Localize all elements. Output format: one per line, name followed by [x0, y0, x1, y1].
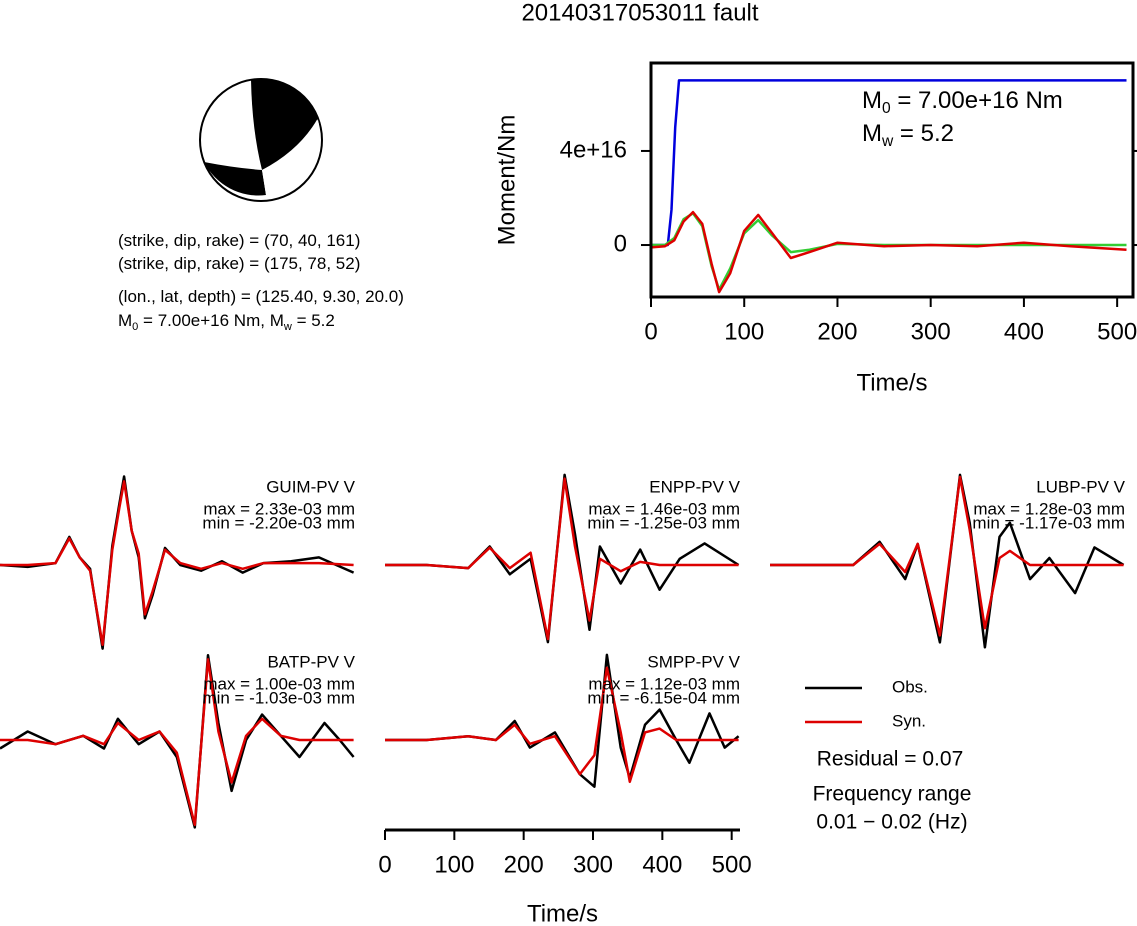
x-axis-label: Time/s [856, 369, 927, 396]
synthetic-trace [0, 480, 354, 647]
line-series [651, 212, 1127, 291]
station-label: BATP-PV V [267, 652, 355, 671]
x-tick-label: 300 [911, 318, 951, 345]
min-label: min = -6.15e-04 mm [587, 688, 740, 707]
x-tick-label: 100 [724, 318, 764, 345]
subscript: 0 [882, 100, 891, 117]
text-part: (strike, dip, rake) = (70, 40, 161) [118, 231, 360, 250]
min-label: min = -1.25e-03 mm [587, 513, 740, 532]
min-label: min = -1.17e-03 mm [972, 513, 1125, 532]
text-part: = 7.00e+16 Nm [891, 87, 1063, 114]
text-part: = 5.2 [292, 311, 335, 330]
x-tick-label: 300 [573, 851, 613, 878]
y-tick-label: 0 [614, 230, 627, 257]
rich-text: (lon., lat, depth) = (125.40, 9.30, 20.0… [118, 287, 404, 306]
min-label: min = -1.03e-03 mm [202, 688, 355, 707]
station-label: GUIM-PV V [266, 477, 355, 496]
x-tick-label: 0 [378, 851, 391, 878]
x-tick-label: 500 [712, 851, 752, 878]
y-tick-label: 4e+16 [560, 136, 627, 163]
max-label: max = 1.46e-03 mm [588, 499, 740, 518]
text-part: (lon., lat, depth) = (125.40, 9.30, 20.0… [118, 287, 404, 306]
x-axis-label: Time/s [527, 900, 598, 926]
max-label: max = 2.33e-03 mm [203, 499, 355, 518]
rich-text: (strike, dip, rake) = (175, 78, 52) [118, 254, 360, 273]
beachball [199, 78, 323, 202]
plot-frame [649, 61, 1135, 299]
x-tick-label: 100 [434, 851, 474, 878]
figure-title: 20140317053011 fault [521, 0, 758, 26]
text-part: = 7.00e+16 Nm, M [138, 311, 284, 330]
station-label: LUBP-PV V [1036, 477, 1125, 496]
legend-label: Syn. [892, 711, 926, 730]
synthetic-trace [0, 658, 354, 827]
frequency-range: Frequency range [813, 783, 972, 806]
subscript: w [283, 321, 292, 333]
text-part: = 5.2 [893, 120, 954, 147]
x-tick-label: 400 [642, 851, 682, 878]
max-label: max = 1.28e-03 mm [973, 499, 1125, 518]
synthetic-trace [770, 475, 1124, 637]
subscript: w [881, 133, 894, 150]
legend-label: Obs. [892, 677, 928, 696]
y-axis-label: Moment/Nm [493, 115, 520, 246]
min-label: min = -2.20e-03 mm [202, 513, 355, 532]
x-tick-label: 0 [644, 318, 657, 345]
line-series [650, 210, 1127, 294]
rich-text: M0 = 7.00e+16 Nm, Mw = 5.2 [118, 311, 335, 333]
rich-text: Mw = 5.2 [862, 120, 954, 150]
synthetic-trace [385, 477, 739, 641]
text-part: M [118, 311, 132, 330]
text-part: (strike, dip, rake) = (175, 78, 52) [118, 254, 360, 273]
text-part: M [862, 120, 882, 147]
max-label: max = 1.12e-03 mm [588, 674, 740, 693]
synthetic-trace [385, 666, 739, 784]
x-tick-label: 200 [504, 851, 544, 878]
x-tick-label: 400 [1004, 318, 1044, 345]
x-tick-label: 200 [817, 318, 857, 345]
subscript: 0 [132, 321, 138, 333]
x-tick-label: 500 [1097, 318, 1137, 345]
rich-text: (strike, dip, rake) = (70, 40, 161) [118, 231, 360, 250]
station-label: SMPP-PV V [647, 652, 740, 671]
frequency-range: 0.01 − 0.02 (Hz) [816, 811, 967, 834]
station-label: ENPP-PV V [649, 477, 740, 496]
max-label: max = 1.00e-03 mm [203, 674, 355, 693]
text-part: M [862, 87, 882, 114]
rich-text: M0 = 7.00e+16 Nm [862, 87, 1063, 117]
residual: Residual = 0.07 [817, 748, 964, 771]
